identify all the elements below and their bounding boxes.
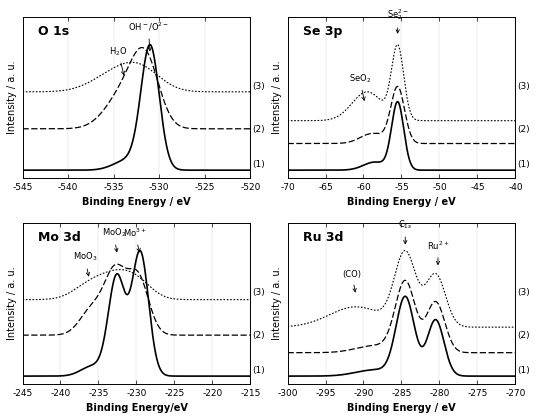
- Text: Se 3p: Se 3p: [303, 26, 343, 39]
- Text: MoO$_2$: MoO$_2$: [101, 227, 126, 252]
- Y-axis label: Intensity / a. u.: Intensity / a. u.: [272, 61, 282, 134]
- Y-axis label: Intensity / a. u.: Intensity / a. u.: [272, 267, 282, 340]
- Text: (3): (3): [518, 288, 531, 297]
- Y-axis label: Intensity / a. u.: Intensity / a. u.: [7, 267, 17, 340]
- X-axis label: Binding Energy / eV: Binding Energy / eV: [82, 197, 191, 207]
- Text: Mo$^{3+}$: Mo$^{3+}$: [123, 227, 147, 252]
- Text: SeO$_2$: SeO$_2$: [349, 72, 371, 100]
- Text: (1): (1): [253, 160, 265, 169]
- Text: Ru$^{2+}$: Ru$^{2+}$: [427, 240, 449, 265]
- Y-axis label: Intensity / a. u.: Intensity / a. u.: [7, 61, 17, 134]
- Text: (1): (1): [518, 366, 531, 375]
- Text: O 1s: O 1s: [39, 26, 70, 39]
- Text: Ru 3d: Ru 3d: [303, 231, 344, 244]
- X-axis label: Binding Energy/eV: Binding Energy/eV: [85, 403, 187, 413]
- Text: (1): (1): [518, 160, 531, 169]
- Text: (3): (3): [253, 288, 265, 297]
- Text: C$_{1s}$: C$_{1s}$: [398, 219, 412, 244]
- X-axis label: Binding Energy / eV: Binding Energy / eV: [347, 403, 456, 413]
- Text: (3): (3): [518, 82, 531, 91]
- Text: Mo 3d: Mo 3d: [39, 231, 81, 244]
- Text: Se$_2^{2-}$: Se$_2^{2-}$: [387, 7, 409, 33]
- Text: (2): (2): [253, 125, 265, 134]
- Text: (2): (2): [253, 331, 265, 340]
- Text: (2): (2): [518, 331, 531, 340]
- Text: (2): (2): [518, 125, 531, 134]
- Text: (CO): (CO): [343, 270, 361, 292]
- Text: OH$^-$/O$^{2-}$: OH$^-$/O$^{2-}$: [128, 21, 169, 50]
- Text: (3): (3): [253, 82, 265, 91]
- X-axis label: Binding Energy / eV: Binding Energy / eV: [347, 197, 456, 207]
- Text: H$_2$O: H$_2$O: [109, 45, 127, 75]
- Text: MoO$_3$: MoO$_3$: [72, 251, 97, 276]
- Text: (1): (1): [253, 366, 265, 375]
